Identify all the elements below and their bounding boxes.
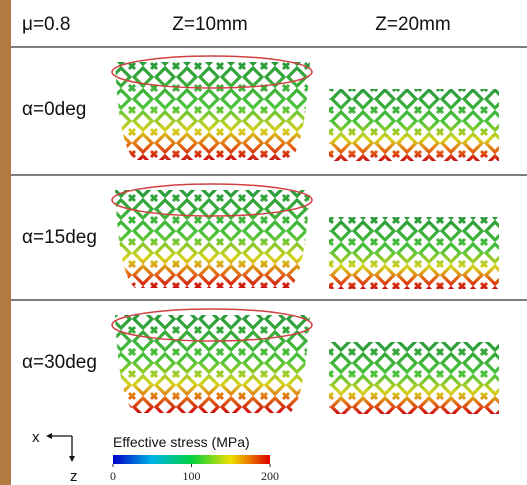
row-label: α=30deg <box>22 352 97 373</box>
lattice-fill <box>115 315 310 413</box>
row-label: α=15deg <box>22 227 97 248</box>
lattice-z20 <box>329 89 499 161</box>
lattice-z10 <box>115 315 310 413</box>
colorbar-tick-label: 0 <box>110 469 116 483</box>
axis-x-label: x <box>32 429 40 446</box>
colorbar-tick-label: 100 <box>183 469 201 483</box>
row-label: α=0deg <box>22 99 86 120</box>
colorbar <box>113 455 270 464</box>
lattice-fill <box>115 190 310 288</box>
lattice-fill <box>115 62 310 160</box>
corner-label: μ=0.8 <box>22 14 70 35</box>
lattice-fill <box>329 342 499 414</box>
highlight-ellipse <box>111 55 313 89</box>
axis-indicator: x z <box>32 429 78 485</box>
column-header: Z=20mm <box>375 14 451 35</box>
lattice-z20 <box>329 342 499 414</box>
lattice-fill <box>329 217 499 289</box>
colorbar-title: Effective stress (MPa) <box>113 434 250 450</box>
background-strip <box>0 0 11 485</box>
lattice-z20 <box>329 217 499 289</box>
lattice-z10 <box>115 190 310 288</box>
highlight-ellipse <box>111 308 313 342</box>
lattice-fill <box>329 89 499 161</box>
highlight-ellipse <box>111 183 313 217</box>
lattice-z10 <box>115 62 310 160</box>
axis-z-label: z <box>70 468 78 485</box>
column-header: Z=10mm <box>172 14 248 35</box>
colorbar-tick-label: 200 <box>261 469 279 483</box>
